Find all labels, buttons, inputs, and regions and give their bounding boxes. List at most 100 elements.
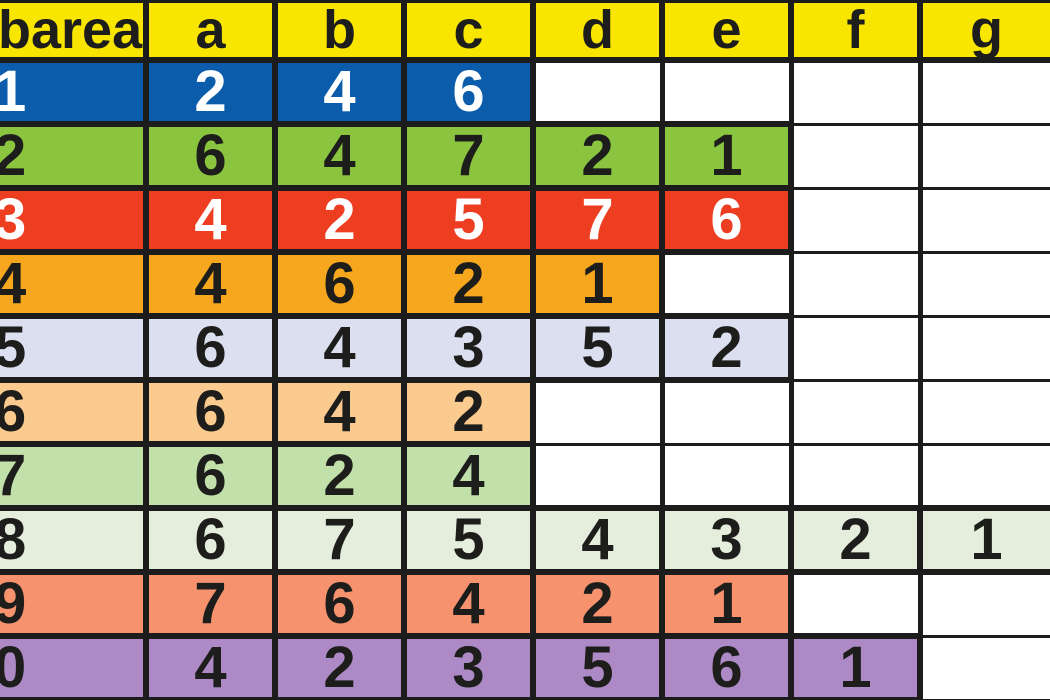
data-cell <box>917 570 1050 638</box>
data-cell: 4 <box>143 633 278 700</box>
data-cell: 3 <box>401 633 536 700</box>
data-cell: 1 <box>659 569 794 639</box>
table-row: 0 4 2 3 5 6 1 <box>0 633 1050 700</box>
data-cell: 4 <box>272 377 407 447</box>
data-cell: 6 <box>143 377 278 447</box>
data-cell: 2 <box>143 57 278 127</box>
data-cell <box>788 378 923 446</box>
data-cell <box>917 442 1050 510</box>
table-row: 2 6 4 7 2 1 <box>0 121 1050 191</box>
data-cell <box>917 58 1050 126</box>
row-label-cell: 4 <box>0 249 149 319</box>
data-cell: 4 <box>143 249 278 319</box>
data-cell: 1 <box>917 505 1050 575</box>
data-cell: 7 <box>143 569 278 639</box>
data-cell: 2 <box>530 569 665 639</box>
table-row: 9 7 6 4 2 1 <box>0 569 1050 639</box>
table-row: 7 6 2 4 <box>0 441 1050 511</box>
data-cell <box>659 250 794 318</box>
data-cell: 4 <box>401 569 536 639</box>
row-label-cell: 8 <box>0 505 149 575</box>
data-cell: 2 <box>530 121 665 191</box>
data-cell <box>917 186 1050 254</box>
data-cell <box>917 250 1050 318</box>
data-cell: 1 <box>659 121 794 191</box>
column-header-b: b <box>272 0 407 63</box>
data-cell <box>917 634 1050 700</box>
data-cell <box>530 442 665 510</box>
data-cell: 7 <box>272 505 407 575</box>
data-cell: 4 <box>272 57 407 127</box>
data-cell: 5 <box>401 185 536 255</box>
data-cell: 4 <box>530 505 665 575</box>
header-row: barea a b c d e f g <box>0 0 1050 63</box>
data-cell <box>659 378 794 446</box>
row-label-cell: 9 <box>0 569 149 639</box>
data-cell: 1 <box>530 249 665 319</box>
row-label-cell: 2 <box>0 121 149 191</box>
column-header-a: a <box>143 0 278 63</box>
data-cell: 2 <box>272 633 407 700</box>
row-label-cell: 7 <box>0 441 149 511</box>
column-header-f: f <box>788 0 923 63</box>
data-cell <box>659 58 794 126</box>
data-cell <box>530 378 665 446</box>
data-cell: 7 <box>401 121 536 191</box>
data-cell: 6 <box>272 249 407 319</box>
data-cell: 4 <box>272 313 407 383</box>
data-cell <box>788 58 923 126</box>
data-cell <box>917 122 1050 190</box>
data-cell: 4 <box>401 441 536 511</box>
row-label-cell: 5 <box>0 313 149 383</box>
data-cell: 1 <box>788 633 923 700</box>
table-row: 8 6 7 5 4 3 2 1 <box>0 505 1050 575</box>
data-cell: 2 <box>401 249 536 319</box>
column-header-g: g <box>917 0 1050 63</box>
column-header-e: e <box>659 0 794 63</box>
data-cell: 3 <box>401 313 536 383</box>
table-row: 6 6 4 2 <box>0 377 1050 447</box>
row-label-cell: 3 <box>0 185 149 255</box>
column-header-barea: barea <box>0 0 149 63</box>
data-cell <box>788 250 923 318</box>
data-cell: 2 <box>272 185 407 255</box>
column-header-d: d <box>530 0 665 63</box>
data-cell: 6 <box>143 313 278 383</box>
data-cell: 6 <box>659 633 794 700</box>
data-cell: 3 <box>659 505 794 575</box>
data-cell: 2 <box>401 377 536 447</box>
data-cell: 6 <box>272 569 407 639</box>
data-cell: 6 <box>143 505 278 575</box>
table-row: 4 4 6 2 1 <box>0 249 1050 319</box>
data-cell: 6 <box>143 121 278 191</box>
data-cell: 5 <box>530 633 665 700</box>
row-label-cell: 0 <box>0 633 149 700</box>
data-cell <box>917 378 1050 446</box>
row-label-cell: 1 <box>0 57 149 127</box>
table-row: 1 2 4 6 <box>0 57 1050 127</box>
data-cell <box>659 442 794 510</box>
table-row: 5 6 4 3 5 2 <box>0 313 1050 383</box>
column-header-c: c <box>401 0 536 63</box>
data-cell: 6 <box>143 441 278 511</box>
data-cell: 5 <box>530 313 665 383</box>
data-cell <box>917 314 1050 382</box>
data-cell <box>788 186 923 254</box>
data-cell: 7 <box>530 185 665 255</box>
data-cell <box>788 570 923 638</box>
data-cell: 6 <box>401 57 536 127</box>
data-cell: 4 <box>143 185 278 255</box>
data-cell: 2 <box>788 505 923 575</box>
row-label-cell: 6 <box>0 377 149 447</box>
data-cell <box>788 314 923 382</box>
data-cell: 2 <box>659 313 794 383</box>
data-cell <box>530 58 665 126</box>
data-cell <box>788 122 923 190</box>
data-cell: 6 <box>659 185 794 255</box>
data-cell: 2 <box>272 441 407 511</box>
table-row: 3 4 2 5 7 6 <box>0 185 1050 255</box>
data-cell: 4 <box>272 121 407 191</box>
data-cell <box>788 442 923 510</box>
data-cell: 5 <box>401 505 536 575</box>
